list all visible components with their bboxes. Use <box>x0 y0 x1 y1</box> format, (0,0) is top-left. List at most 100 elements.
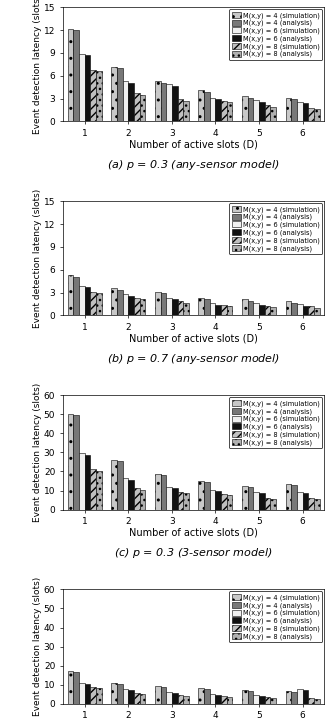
Bar <box>210 98 215 121</box>
Bar <box>297 101 303 121</box>
Bar <box>79 286 85 315</box>
Bar <box>204 689 210 704</box>
Bar <box>303 306 308 315</box>
Bar <box>265 306 270 315</box>
Bar <box>172 693 177 704</box>
Bar <box>314 308 320 315</box>
Bar <box>183 101 189 121</box>
Y-axis label: Event detection latency (slots): Event detection latency (slots) <box>33 577 42 716</box>
Bar <box>183 696 189 704</box>
Bar <box>227 307 232 315</box>
Bar <box>198 689 204 704</box>
Bar <box>79 683 85 704</box>
Bar <box>291 302 297 315</box>
Bar <box>85 455 90 510</box>
Bar <box>90 292 96 315</box>
Bar <box>291 485 297 510</box>
Bar <box>204 92 210 121</box>
Bar <box>73 415 79 510</box>
Bar <box>242 486 248 510</box>
Legend: M(x,y) = 4 (simulation), M(x,y) = 4 (analysis), M(x,y) = 6 (simulation), M(x,y) : M(x,y) = 4 (simulation), M(x,y) = 4 (ana… <box>229 592 322 643</box>
Bar <box>177 99 183 121</box>
Bar <box>198 90 204 121</box>
Bar <box>215 490 221 510</box>
Bar <box>128 690 134 704</box>
Bar <box>215 305 221 315</box>
Bar <box>122 478 128 510</box>
Bar <box>248 301 253 315</box>
Bar <box>85 287 90 315</box>
Bar <box>68 414 73 510</box>
Bar <box>286 301 291 315</box>
Bar <box>117 684 122 704</box>
Bar <box>308 698 314 704</box>
Bar <box>227 495 232 510</box>
Bar <box>227 697 232 704</box>
Bar <box>210 694 215 704</box>
Bar <box>198 481 204 510</box>
Bar <box>286 691 291 704</box>
Bar <box>314 109 320 121</box>
Bar <box>96 294 102 315</box>
Bar <box>314 499 320 510</box>
Bar <box>198 298 204 315</box>
Bar <box>221 305 227 315</box>
Bar <box>308 498 314 510</box>
Bar <box>227 103 232 121</box>
Bar <box>166 487 172 510</box>
Bar <box>128 296 134 315</box>
Bar <box>128 83 134 121</box>
Bar <box>177 301 183 315</box>
Bar <box>155 292 161 315</box>
Bar <box>90 70 96 121</box>
Bar <box>248 98 253 121</box>
Bar <box>242 690 248 704</box>
Bar <box>270 499 276 510</box>
Y-axis label: Event detection latency (slots): Event detection latency (slots) <box>33 0 42 134</box>
Bar <box>221 494 227 510</box>
Bar <box>297 493 303 510</box>
Bar <box>73 276 79 315</box>
Bar <box>270 698 276 704</box>
X-axis label: Number of active slots (D): Number of active slots (D) <box>129 528 258 538</box>
Bar <box>111 288 117 315</box>
Bar <box>161 686 166 704</box>
Bar <box>242 96 248 121</box>
Bar <box>210 490 215 510</box>
Bar <box>134 298 140 315</box>
Bar <box>259 696 265 704</box>
Bar <box>117 68 122 121</box>
Bar <box>96 470 102 510</box>
Bar <box>166 84 172 121</box>
Bar <box>297 304 303 315</box>
Y-axis label: Event detection latency (slots): Event detection latency (slots) <box>33 383 42 522</box>
Bar <box>161 83 166 121</box>
Bar <box>303 690 308 704</box>
Bar <box>303 493 308 510</box>
Legend: M(x,y) = 4 (simulation), M(x,y) = 4 (analysis), M(x,y) = 6 (simulation), M(x,y) : M(x,y) = 4 (simulation), M(x,y) = 4 (ana… <box>229 203 322 254</box>
Bar <box>155 81 161 121</box>
Bar <box>215 99 221 121</box>
Bar <box>122 81 128 121</box>
Bar <box>155 475 161 510</box>
Bar <box>253 100 259 121</box>
Bar <box>291 692 297 704</box>
Bar <box>215 695 221 704</box>
Bar <box>172 299 177 315</box>
Bar <box>140 694 145 704</box>
Bar <box>134 93 140 121</box>
Bar <box>79 54 85 121</box>
Bar <box>161 294 166 315</box>
Bar <box>122 689 128 704</box>
Bar <box>259 305 265 315</box>
Bar <box>221 696 227 704</box>
Bar <box>259 101 265 121</box>
Bar <box>253 695 259 704</box>
Text: (b) $p$ = 0.7 (any-sensor model): (b) $p$ = 0.7 (any-sensor model) <box>107 352 280 366</box>
Bar <box>96 689 102 704</box>
Bar <box>183 493 189 510</box>
Bar <box>172 85 177 121</box>
Text: (c) $p$ = 0.3 (3-sensor model): (c) $p$ = 0.3 (3-sensor model) <box>114 546 273 560</box>
Legend: M(x,y) = 4 (simulation), M(x,y) = 4 (analysis), M(x,y) = 6 (simulation), M(x,y) : M(x,y) = 4 (simulation), M(x,y) = 4 (ana… <box>229 9 322 60</box>
Bar <box>303 103 308 121</box>
